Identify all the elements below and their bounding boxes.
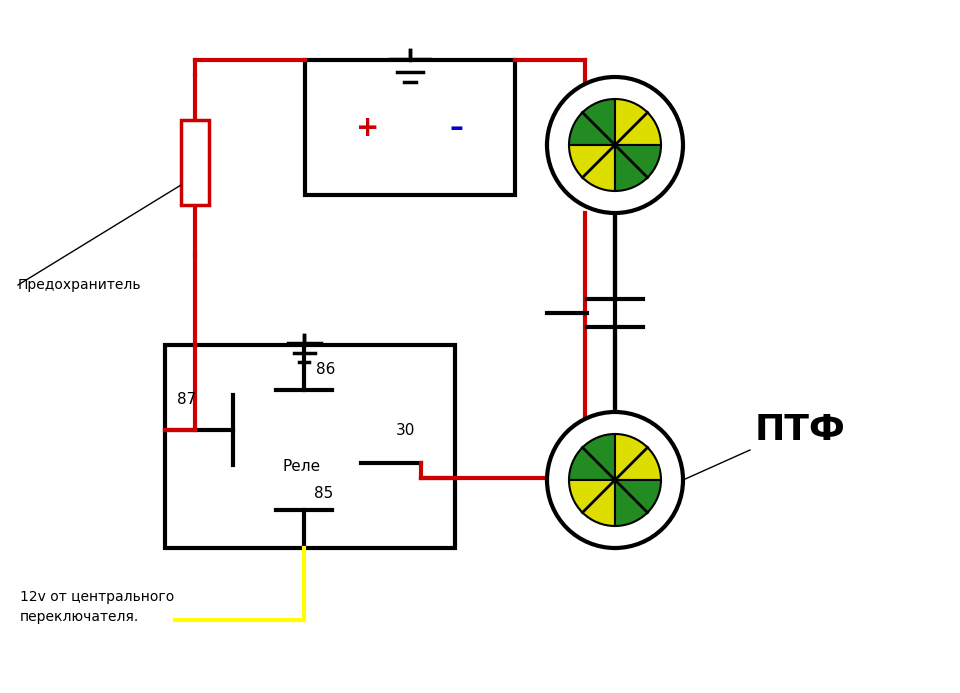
Text: Реле: Реле [282, 459, 321, 474]
Text: –: – [449, 114, 463, 141]
Wedge shape [615, 145, 661, 191]
Bar [181, 120, 209, 205]
Wedge shape [569, 434, 615, 480]
Bar [165, 345, 455, 548]
Circle shape [547, 412, 683, 548]
Bar [305, 60, 515, 195]
Text: 85: 85 [314, 486, 333, 500]
Wedge shape [615, 434, 661, 480]
Wedge shape [569, 480, 615, 526]
Wedge shape [569, 145, 615, 191]
Text: ПТФ: ПТФ [755, 413, 846, 447]
Wedge shape [569, 99, 615, 145]
Text: 87: 87 [177, 392, 196, 407]
Wedge shape [615, 480, 661, 526]
Text: 86: 86 [316, 362, 336, 378]
Wedge shape [615, 99, 661, 145]
Text: 12v от центрального
переключателя.: 12v от центрального переключателя. [20, 590, 175, 624]
Text: +: + [356, 114, 380, 141]
Circle shape [547, 77, 683, 213]
Text: 30: 30 [396, 423, 416, 438]
Text: Предохранитель: Предохранитель [18, 278, 141, 292]
